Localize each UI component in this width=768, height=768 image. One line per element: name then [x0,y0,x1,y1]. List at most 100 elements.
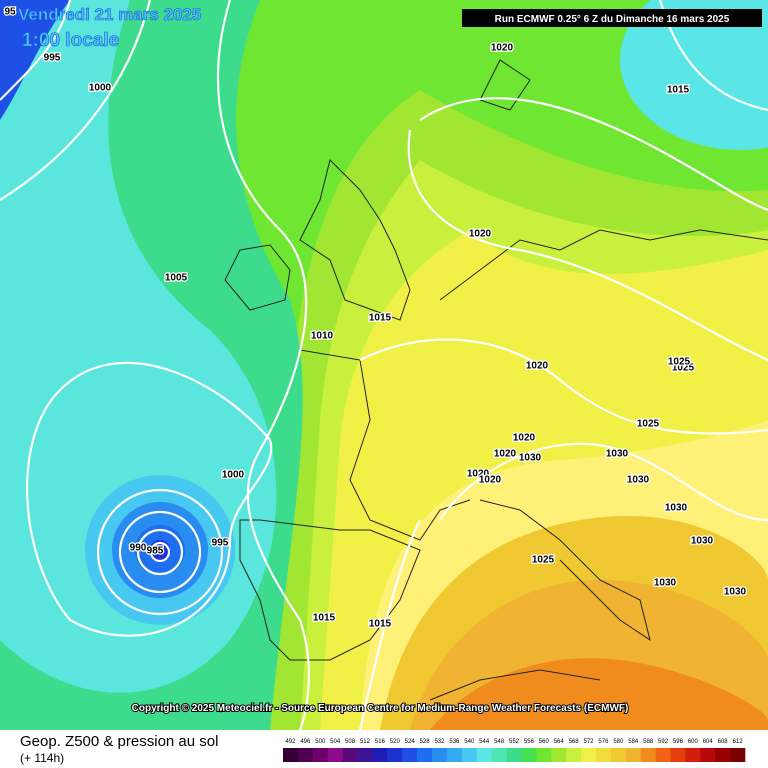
run-box [462,9,762,27]
isobar-label: 990 [130,543,147,554]
isobar-label: 95 [4,7,16,18]
colorbar-cell [461,748,478,762]
colorbar-label: 568 [569,739,580,745]
colorbar-label: 536 [449,739,460,745]
colorbar-cell [491,748,507,762]
copyright: Copyright © 2025 Meteociel.fr - Source E… [132,703,629,714]
colorbar-cell [581,748,597,762]
colorbar-label: 612 [733,739,744,745]
colorbar-cell [595,748,612,762]
colorbar-label: 608 [718,739,729,745]
isobar-label: 1030 [665,503,688,514]
isobar-labels: 95 995 1000 1020 1015 1020 1005 1015 1010 1020 102… [3,5,748,631]
isobar-label: 1030 [724,587,747,598]
colorbar-label: 504 [330,739,341,745]
colorbar-label: 548 [494,739,505,745]
colorbar-label: 552 [509,739,520,745]
isobar-label: 1005 [165,273,188,284]
colorbar-cell [372,748,388,762]
isobar-label: 1030 [691,536,714,547]
colorbar-cell [670,748,686,762]
colorbar-cell [312,748,329,762]
isobar-label: 1015 [313,613,336,624]
colorbar-cell [387,748,403,762]
colorbar-cell [327,748,343,762]
isobar-label: 1015 [369,619,392,630]
colorbar-label: 528 [420,739,431,745]
isobar-label: 1020 [494,449,517,460]
isobar-label: 1030 [519,453,542,464]
colorbar-cell [625,748,641,762]
colorbar-cell [283,748,299,762]
colorbar-cell [402,748,418,762]
isobar-label: 985 [147,546,164,557]
colorbar-label: 540 [464,739,475,745]
colorbar-label: 580 [613,739,624,745]
pressure-fields [0,0,768,730]
colorbar-label: 492 [285,739,296,745]
colorbar-label: 588 [643,739,654,745]
colorbar-cell [730,748,746,762]
colorbar-label: 564 [554,739,565,745]
isobar-label: 1000 [222,470,245,481]
colorbar-cell [521,748,537,762]
colorbar-cell [506,748,522,762]
colorbar-label: 584 [628,739,639,745]
isobar-label: 1015 [667,85,690,96]
colorbar-cell [297,748,314,762]
isobar-label: 1025 [637,419,660,430]
isobar-label: 1020 [526,361,549,372]
isobar-label: 1010 [311,331,334,342]
colorbar-label: 560 [539,739,550,745]
colorbar-label: 500 [315,739,326,745]
colorbar: 492 496 500 504 508 512 516 520 524 528 532 536 540 5… [283,739,746,762]
coastlines [224,59,768,701]
colorbar-cell [536,748,552,762]
colorbar-label: 596 [673,739,684,745]
colorbar-cell [432,748,448,762]
colorbar-cell [551,748,567,762]
forecast-time: 1:00 locale [22,30,119,51]
colorbar-label: 572 [584,739,595,745]
colorbar-cell [700,748,716,762]
isobar-label: 1015 [369,313,392,324]
colorbar-cell [342,748,358,762]
colorbar-cell [685,748,701,762]
colorbar-label: 496 [300,739,311,745]
colorbar-label: 576 [598,739,609,745]
isobar-label: 1030 [627,475,650,486]
isobar-label: 1020 [513,433,536,444]
colorbar-cell [610,748,627,762]
colorbar-label: 600 [688,739,699,745]
run-info: Run ECMWF 0.25° 6 Z du Dimanche 16 mars … [495,14,730,25]
isobar-label: 1030 [606,449,629,460]
colorbar-label: 592 [658,739,669,745]
colorbar-label: 524 [405,739,416,745]
isobar-label: 1000 [89,83,112,94]
colorbar-cell [715,748,731,762]
colorbar-cell [640,748,656,762]
colorbar-cell [655,748,671,762]
footer-lead: (+ 114h) [20,751,64,765]
colorbar-label: 516 [375,739,386,745]
colorbar-label: 508 [345,739,356,745]
isobar-label: 1030 [654,578,677,589]
colorbar-cell [357,748,373,762]
colorbar-cell [446,748,463,762]
isobar-label: 995 [44,53,61,64]
colorbar-label: 520 [390,739,401,745]
isobar-label: 1025 [672,363,695,374]
colorbar-cell [566,748,582,762]
isobar-label: 1020 [491,43,514,54]
colorbar-label: 556 [524,739,535,745]
forecast-date: Vendredi 21 mars 2025 [18,5,201,24]
colorbar-cell [476,748,492,762]
isobar-label: 1025 [668,357,691,368]
colorbar-label: 544 [479,739,490,745]
isobar-label: 1020 [479,475,502,486]
colorbar-cell [417,748,433,762]
isobar-label: 1020 [469,229,492,240]
colorbar-label: 532 [434,739,445,745]
footer-title: Geop. Z500 & pression au sol [20,733,218,750]
